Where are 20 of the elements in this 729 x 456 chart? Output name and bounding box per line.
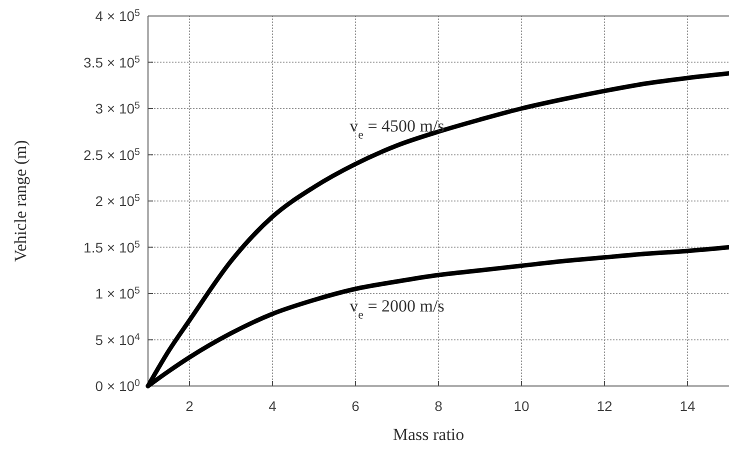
series-label: v$_{e}$ = 2000 m/s [350,296,444,322]
x-tick-label: 10 [514,398,530,414]
y-tick-label: 4 × 10$^{5}$ [95,8,141,24]
x-axis-title: Mass ratio [392,425,464,444]
x-tick-label: 4 [268,398,277,414]
y-tick-label: 3.5 × 10$^{5}$ [84,54,141,70]
y-tick-label: 2.5 × 10$^{5}$ [84,146,141,163]
x-tick-label: 14 [680,398,696,414]
x-tick-label: 8 [434,398,443,414]
y-tick-label: 1 × 10$^{5}$ [95,285,141,302]
x-tick-label: 2 [186,398,194,414]
y-axis-title: Vehicle range (m) [11,140,30,262]
y-tick-label: 5 × 10$^{4}$ [95,331,141,348]
series-label: v$_{e}$ = 4500 m/s [350,116,444,142]
x-tick-label: 12 [596,398,612,414]
y-tick-label: 1.5 × 10$^{5}$ [84,238,141,256]
y-tick-label: 3 × 10$^{5}$ [95,100,141,116]
y-tick-label: 2 × 10$^{5}$ [95,192,141,209]
y-tick-label: 0 × 10$^{0}$ [95,378,141,394]
x-tick-label: 6 [352,398,360,414]
